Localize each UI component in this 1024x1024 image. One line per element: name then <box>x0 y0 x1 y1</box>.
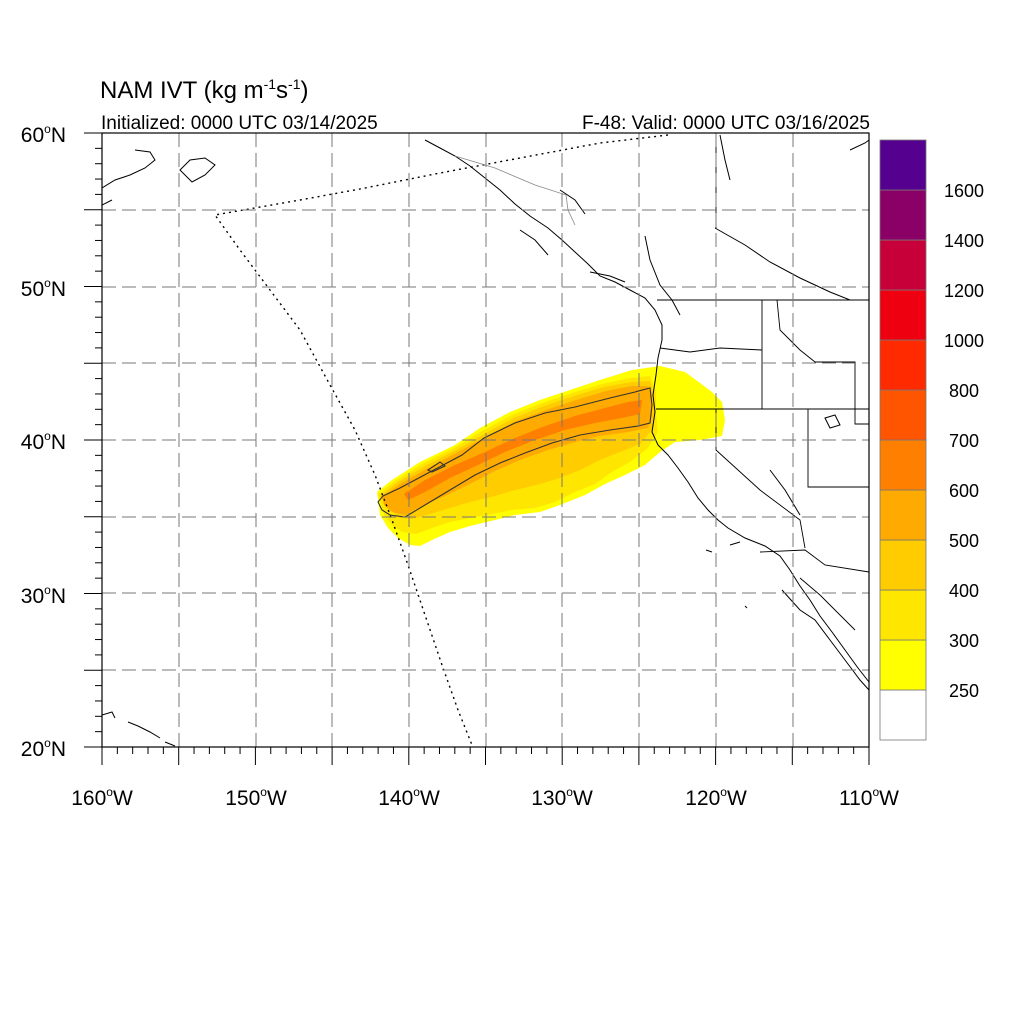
colorbar-box <box>879 139 927 191</box>
lat-label: 50oN <box>21 276 66 301</box>
colorbar-label: 600 <box>949 481 979 501</box>
colorbar-label: 250 <box>949 681 979 701</box>
coastlines <box>102 134 869 747</box>
colorbar-box <box>879 289 927 341</box>
lon-label: 160oW <box>71 785 133 810</box>
colorbar-box <box>879 689 927 741</box>
lat-label: 60oN <box>21 122 66 147</box>
figure-title: NAM IVT (kg m-1s-1) <box>100 76 308 104</box>
ivt-600-700-band <box>404 400 642 500</box>
ivt-shading <box>377 366 725 546</box>
province-borders <box>454 155 576 226</box>
lat-label: 20oN <box>21 736 66 761</box>
lon-labels: 160oW 150oW 140oW 130oW 120oW 110oW <box>71 785 899 810</box>
lat-labels: 60oN 50oN 40oN 30oN 20oN <box>21 122 66 761</box>
ivt-contour-inner <box>426 461 447 473</box>
colorbar-box <box>879 539 927 591</box>
colorbar-box <box>879 439 927 491</box>
colorbar-label: 500 <box>949 531 979 551</box>
colorbar-label: 300 <box>949 631 979 651</box>
colorbar-label: 1200 <box>944 281 984 301</box>
lat-label: 30oN <box>21 583 66 608</box>
colorbar-box <box>879 339 927 391</box>
colorbar-box <box>879 189 927 241</box>
graticule <box>102 133 869 747</box>
lon-label: 130oW <box>531 785 593 810</box>
colorbar-label: 700 <box>949 431 979 451</box>
colorbar-label: 1000 <box>944 331 984 351</box>
colorbar-box <box>879 589 927 641</box>
lon-label: 110oW <box>839 785 899 810</box>
lat-label: 40oN <box>21 429 66 454</box>
colorbar-label: 800 <box>949 381 979 401</box>
colorbar-label: 400 <box>949 581 979 601</box>
valid-label: F-48: Valid: 0000 UTC 03/16/2025 <box>582 113 870 134</box>
lon-label: 150oW <box>225 785 287 810</box>
colorbar-box <box>879 239 927 291</box>
colorbar-box <box>879 389 927 441</box>
colorbar-box <box>879 639 927 691</box>
lon-label: 140oW <box>378 785 440 810</box>
colorbar-label: 1400 <box>944 231 984 251</box>
axis-ticks <box>84 132 870 765</box>
colorbar-label: 1600 <box>944 181 984 201</box>
map-panel <box>102 134 869 747</box>
colorbar-box <box>879 489 927 541</box>
colorbar: 250 300 400 500 600 700 800 1000 1200 1400 1600 <box>879 139 984 741</box>
lon-label: 120oW <box>685 785 747 810</box>
ivt-contour-line <box>377 387 653 518</box>
initialized-label: Initialized: 0000 UTC 03/14/2025 <box>101 113 378 134</box>
